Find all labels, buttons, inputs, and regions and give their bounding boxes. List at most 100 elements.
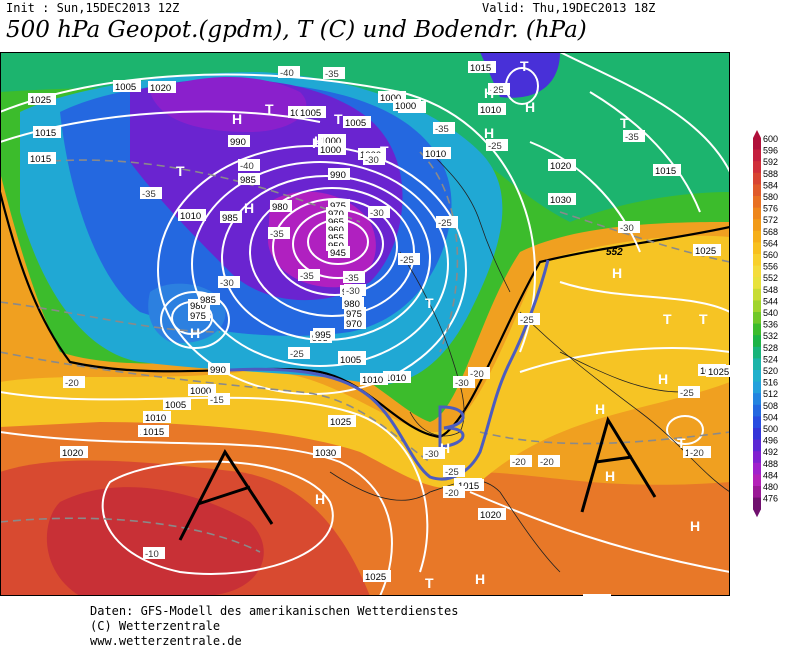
temperature-label-bg	[510, 455, 532, 467]
low-pressure-marker: T	[620, 115, 629, 131]
high-pressure-marker-text: H	[440, 440, 450, 456]
legend-tip-bottom	[753, 509, 761, 518]
low-pressure-marker-text: T	[677, 435, 686, 451]
pressure-label-text: 1000	[380, 93, 401, 104]
legend-swatch	[753, 265, 761, 278]
temperature-label: -25	[518, 313, 540, 326]
pressure-label-text: 980	[190, 301, 206, 312]
pressure-label-text: 1010	[425, 149, 446, 160]
temperature-label-text: -25	[520, 315, 534, 326]
low-pressure-marker: T	[176, 163, 185, 179]
pressure-label-text: 1005	[300, 108, 321, 119]
pressure-label-bg	[178, 209, 206, 221]
temperature-label: -35	[323, 67, 345, 80]
temperature-label: -25	[486, 139, 508, 152]
high-pressure-marker-text: H	[244, 200, 254, 216]
pressure-label-bg	[60, 446, 88, 458]
pressure-label-bg	[270, 200, 292, 212]
temperature-label-text: -25	[445, 467, 459, 478]
legend-value-label: 568	[763, 227, 778, 237]
pressure-label-text: 1000	[190, 386, 211, 397]
pressure-label-text: 1000	[320, 136, 341, 147]
temperature-label: -30	[218, 276, 240, 289]
legend-swatch	[753, 254, 761, 267]
high-pressure-marker-text: H	[605, 468, 615, 484]
temperature-label: -35	[268, 227, 290, 240]
legend-value-label: 572	[763, 215, 778, 225]
legend-swatch	[753, 381, 761, 394]
legend-swatch	[753, 207, 761, 220]
temperature-label-bg	[618, 221, 640, 233]
legend-tip-top	[753, 130, 761, 138]
temperature-label: -35	[140, 187, 162, 200]
temperature-label-text: -15	[210, 395, 224, 406]
legend-value-label: 476	[763, 494, 778, 504]
pressure-label-bg	[328, 415, 356, 427]
pressure-label-bg	[478, 103, 506, 115]
pressure-label-bg	[143, 411, 171, 423]
pressure-labels: 1025 1020 1015 1005 1000 995 1000 990 1005 1015 10…	[28, 61, 730, 596]
pressure-label: 1020	[478, 508, 506, 521]
pressure-label-bg	[706, 365, 730, 377]
legend-swatch	[753, 346, 761, 359]
low-pressure-marker-text: T	[380, 143, 389, 159]
pressure-label: 1025	[28, 93, 56, 106]
low-pressure-marker-text: T	[663, 311, 672, 327]
temperature-label-text: -35	[345, 273, 359, 284]
pressure-label-text: 990	[210, 365, 226, 376]
pressure-label-text: 1015	[30, 154, 51, 165]
pressure-label: 1010	[360, 373, 388, 386]
legend-swatch	[753, 288, 761, 301]
temperature-label-text: -35	[142, 189, 156, 200]
pressure-label-text: 1030	[315, 448, 336, 459]
pressure-label-text: 1015	[458, 481, 479, 492]
high-pressure-marker-text: H	[658, 371, 668, 387]
legend-swatch	[753, 370, 761, 383]
pressure-label-text: 1010	[385, 373, 406, 384]
pressure-label-text: 1010	[145, 413, 166, 424]
high-pressure-marker-text: H	[525, 99, 535, 115]
legend-value-label: 592	[763, 157, 778, 167]
legend-swatch	[753, 219, 761, 232]
pressure-label: 1010	[178, 209, 206, 222]
pressure-label-bg	[33, 126, 61, 138]
temperature-label-text: -30	[455, 378, 469, 389]
pressure-label: 1015	[468, 61, 496, 74]
pressure-label-bg	[363, 570, 391, 582]
pressure-label: 1015	[653, 164, 681, 177]
high-pressure-marker: H	[475, 571, 485, 587]
pressure-label-text: 1005	[165, 400, 186, 411]
pressure-label-text: 970	[346, 319, 362, 330]
pressure-label-bg	[423, 147, 451, 159]
pressure-label-bg	[28, 93, 56, 105]
pressure-label-bg	[163, 398, 191, 410]
temperature-labels: -40 -35 -35 -40 -35 -30 -35 -30 -25 -25 -30 -35 -35 -…	[63, 66, 710, 560]
temperature-label-bg	[678, 386, 700, 398]
pressure-label: 985	[238, 173, 260, 186]
pressure-label-bg	[342, 297, 364, 309]
temperature-label-bg	[486, 139, 508, 151]
temperature-label: -20	[510, 455, 532, 468]
pressure-label-text: 1020	[550, 161, 571, 172]
temperature-label-text: -25	[438, 218, 452, 229]
pressure-label-bg	[383, 371, 411, 383]
pressure-label: 975	[188, 309, 210, 322]
pressure-label-text: 985	[222, 213, 238, 224]
temperature-label-text: -35	[325, 69, 339, 80]
high-pressure-marker: H	[314, 133, 324, 149]
legend-swatch	[753, 138, 761, 151]
pressure-label-text: 975	[190, 311, 206, 322]
temperature-label: -30	[363, 153, 385, 166]
pressure-label-text: 1005	[340, 355, 361, 366]
low-pressure-marker: T	[677, 435, 686, 451]
pressure-label: 990	[208, 363, 230, 376]
temperature-label-text: -25	[680, 388, 694, 399]
pressure-label: 970	[344, 317, 366, 330]
isotherms	[0, 151, 730, 553]
pressure-label-bg	[468, 61, 496, 73]
legend-value-label: 584	[763, 180, 778, 190]
pressure-label: 1025	[328, 415, 356, 428]
temperature-label: -20	[443, 486, 465, 499]
low-pressure-marker: T	[334, 111, 343, 127]
